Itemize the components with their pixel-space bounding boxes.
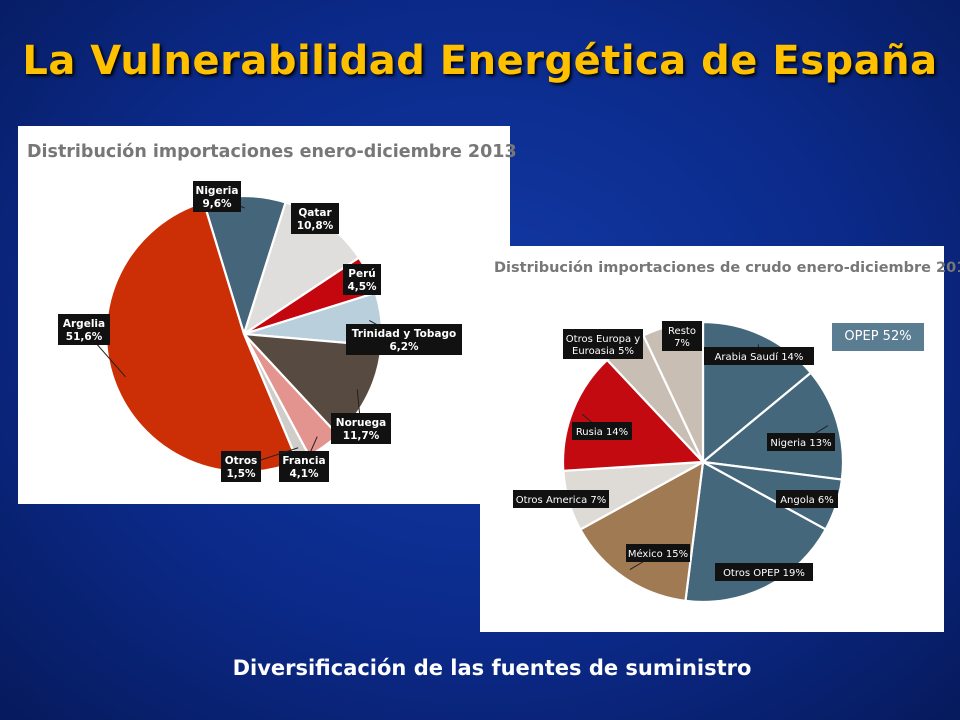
label-value: 1,5% [226,468,256,480]
label-box [193,181,241,212]
slide-subtitle: Diversificación de las fuentes de sumini… [232,656,752,680]
label-text: Rusia 14% [576,427,628,438]
chart-panel-crude: Distribución importaciones de crudo ener… [480,246,960,632]
label-box [279,451,329,482]
label-value: 4,1% [289,468,319,480]
label-name: Qatar [298,207,332,219]
chart-title-imports: Distribución importaciones enero-diciemb… [27,142,517,162]
label-box [704,347,814,365]
label-text: 7% [674,338,690,349]
label-text: Angola 6% [780,495,834,506]
opep-annotation-badge: OPEP 52% [832,323,924,351]
pie-slice-mexico [578,459,705,603]
label-box [572,422,632,440]
label-value: 6,2% [389,341,419,353]
label-box [563,329,643,359]
data-label-mexico: México 15% [626,544,690,570]
label-text: Arabia Saudí 14% [715,351,804,363]
label-name: Noruega [336,417,386,429]
label-box [291,203,339,234]
label-box [343,264,381,295]
label-text: México 15% [628,548,688,560]
data-label-otros-america: Otros America 7% [513,490,609,508]
data-label-rusia: Rusia 14% [572,413,632,440]
label-name: Francia [282,455,325,467]
label-text: Nigeria 13% [770,438,831,449]
label-value: 10,8% [297,220,334,232]
data-label-otros-opep: Otros OPEP 19% [715,563,813,581]
label-box [662,321,702,351]
label-text: Otros America 7% [516,495,606,506]
label-name: Perú [348,268,375,280]
pie-chart-crude: Arabia Saudí 14% Nigeria 13% Angola 6% Otro… [513,320,845,604]
data-label-nigeria: Nigeria 13% [767,425,835,451]
slide-title: La Vulnerabilidad Energética de España [22,38,938,84]
label-value: 11,7% [343,430,380,442]
label-value: 4,5% [347,281,377,293]
pie-slice-nigeria [700,371,845,481]
label-value: 51,6% [66,331,103,343]
label-box [626,544,690,562]
data-label-arabia-saudi: Arabia Saudí 14% [704,344,814,365]
label-name: Nigeria [196,185,239,197]
label-name: Otros [225,455,258,467]
label-text: Resto [668,326,696,337]
label-text: Otros OPEP 19% [723,568,805,579]
label-box [513,490,609,508]
data-label-angola: Angola 6% [776,490,838,508]
label-box [331,413,391,444]
label-box [715,563,813,581]
label-box [767,433,835,451]
chart-panel-imports: Distribución importaciones enero-diciemb… [18,126,517,504]
label-text: Otros Europa y [566,334,641,345]
label-box [776,490,838,508]
label-box [58,314,110,345]
label-text: Euroasia 5% [572,346,634,357]
pie-slice-rusia [561,358,706,472]
label-name: Trinidad y Tobago [352,328,456,340]
label-value: 9,6% [202,198,232,210]
label-name: Argelia [63,318,105,330]
label-box [346,324,462,355]
chart-title-crude: Distribución importaciones de crudo ener… [494,260,960,276]
label-box [221,451,261,482]
